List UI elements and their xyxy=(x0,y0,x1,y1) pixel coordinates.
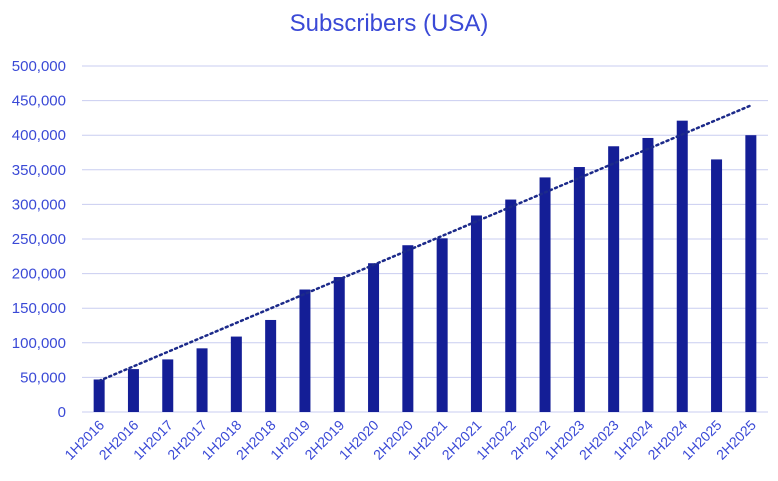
bar xyxy=(127,369,139,412)
y-tick-label: 150,000 xyxy=(12,300,66,317)
y-tick-label: 200,000 xyxy=(12,266,66,283)
bar xyxy=(230,336,242,412)
bar xyxy=(265,319,277,412)
bar xyxy=(676,120,688,412)
y-tick-label: 100,000 xyxy=(12,335,66,352)
bars xyxy=(93,120,757,412)
bar xyxy=(368,263,380,412)
bar xyxy=(196,348,208,412)
y-tick-label: 50,000 xyxy=(20,369,66,386)
gridlines xyxy=(82,65,768,413)
bar xyxy=(402,245,414,412)
bar xyxy=(299,289,311,412)
bar xyxy=(333,277,345,412)
y-tick-label: 350,000 xyxy=(12,162,66,179)
bar xyxy=(642,137,654,412)
bar xyxy=(711,159,723,412)
bar xyxy=(162,359,174,412)
bar xyxy=(505,199,517,412)
bar xyxy=(470,215,482,412)
y-tick-label: 0 xyxy=(58,404,66,421)
bar xyxy=(539,177,551,412)
bar xyxy=(573,167,585,412)
y-tick-label: 400,000 xyxy=(12,127,66,144)
bar xyxy=(436,238,448,412)
y-axis-tick-labels: 0 50,000 100,000 150,000 200,000 250,000 300,0… xyxy=(12,58,66,421)
y-tick-label: 450,000 xyxy=(12,93,66,110)
bar xyxy=(93,379,105,412)
y-tick-label: 250,000 xyxy=(12,231,66,248)
trendline-path xyxy=(97,104,753,383)
chart-title: Subscribers (USA) xyxy=(289,10,489,37)
y-tick-label: 500,000 xyxy=(12,58,66,75)
x-axis-tick-labels: 1H20162H20161H20172H20171H20182H20181H20… xyxy=(61,417,759,463)
bar xyxy=(608,146,620,412)
y-tick-label: 300,000 xyxy=(12,196,66,213)
trendline xyxy=(97,104,753,383)
bar xyxy=(745,135,757,412)
